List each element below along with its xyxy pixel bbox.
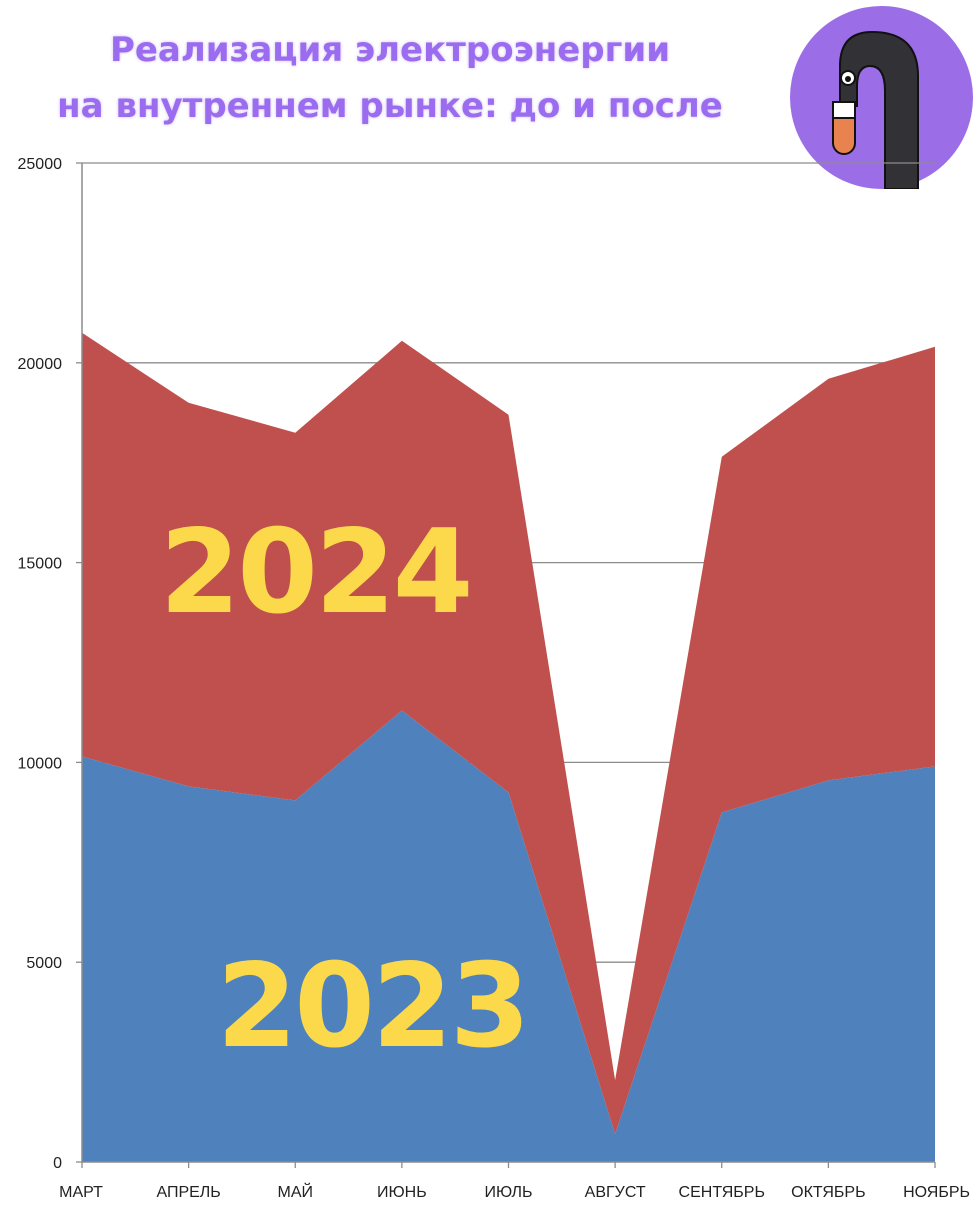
y-tick-label: 10000: [18, 755, 63, 772]
chart-title-line-1: Реализация электроэнергии: [109, 30, 671, 70]
y-tick-label: 15000: [18, 556, 63, 573]
area-series-2023: [82, 710, 935, 1162]
y-tick-label: 0: [53, 1155, 62, 1172]
x-tick-label: ИЮЛЬ: [485, 1184, 533, 1201]
series-labels: 2023 2024: [160, 505, 531, 1074]
x-tick-label: ИЮНЬ: [377, 1184, 427, 1201]
area-series-2024: [82, 332, 935, 1134]
y-tick-label: 20000: [18, 356, 63, 373]
flamingo-pupil: [845, 76, 851, 82]
x-tick-label: АВГУСТ: [585, 1184, 646, 1201]
x-tick-label: АПРЕЛЬ: [156, 1184, 220, 1201]
x-tick-label: ОКТЯБРЬ: [791, 1184, 865, 1201]
chart-title: Реализация электроэнергии на внутреннем …: [0, 22, 780, 134]
axes: 0 5000 10000 15000 20000 25000 МАРТ АПРЕЛЬ МАЙ ИЮ…: [18, 156, 971, 1201]
x-tick-label: НОЯБРЬ: [903, 1184, 970, 1201]
series-label-2023: 2023: [217, 939, 528, 1074]
flamingo-logo-icon: [790, 6, 973, 189]
chart-title-line-2: на внутреннем рынке: до и после: [57, 86, 723, 126]
flamingo-beak-white: [832, 101, 856, 119]
x-tick-label: СЕНТЯБРЬ: [679, 1184, 765, 1201]
y-tick-label: 25000: [18, 156, 63, 173]
x-tick-label: МАЙ: [278, 1182, 314, 1201]
area-series: [82, 332, 935, 1162]
x-tick-label: МАРТ: [59, 1184, 103, 1201]
flamingo-neck: [839, 30, 919, 189]
series-label-2024: 2024: [160, 505, 471, 640]
y-tick-label: 5000: [26, 955, 62, 972]
